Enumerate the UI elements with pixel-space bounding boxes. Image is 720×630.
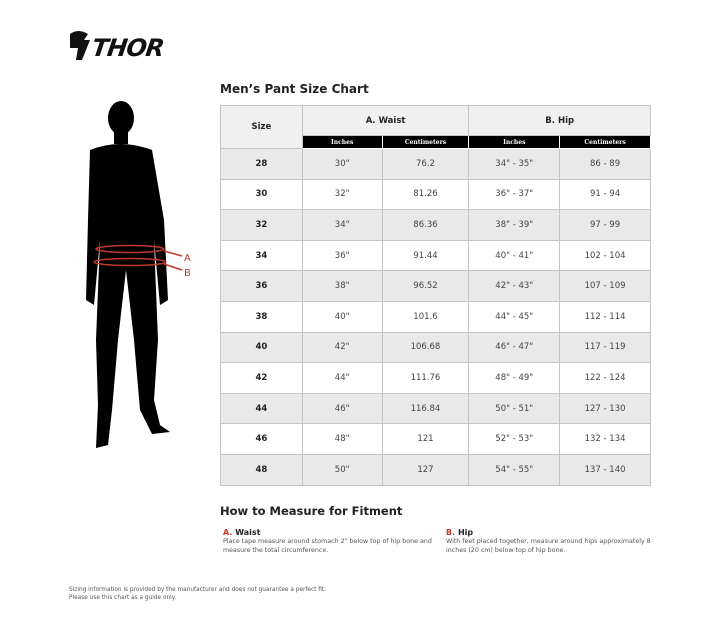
hip-inches-cell: 54" - 55" <box>468 453 561 486</box>
hip-inches-cell: 40" - 41" <box>468 239 561 272</box>
hip-letter: B. <box>446 528 456 537</box>
waist-header: A. Waist <box>301 105 470 136</box>
hip-cm-cell: 132 - 134 <box>559 423 651 455</box>
waist-inches-cell: 48" <box>301 423 383 455</box>
hip-text: With feet placed together, measure aroun… <box>446 538 651 554</box>
size-table: Size A. Waist B. Hip Inches Centimeters … <box>220 105 651 486</box>
hip-cm-cell: 112 - 114 <box>559 300 651 333</box>
waist-cm-cell: 127 <box>381 453 470 486</box>
size-cell: 38 <box>220 300 303 333</box>
hip-name: Hip <box>457 528 474 537</box>
waist-name: Waist <box>235 528 261 537</box>
waist-cm-cell: 96.52 <box>381 270 470 302</box>
hip-cm-cell: 122 - 124 <box>559 362 651 394</box>
waist-inches-cell: 34" <box>301 209 383 241</box>
size-cell: 32 <box>220 209 303 241</box>
waist-inches-cell: 32" <box>301 178 383 211</box>
waist-inches-cell: 42" <box>301 331 383 364</box>
brand-logo: THOR <box>90 34 166 62</box>
table-row: 38 40" 101.6 44" - 45" 112 - 114 <box>220 300 651 333</box>
subheader: Inches <box>468 135 561 149</box>
footnote-line: Sizing information is provided by the ma… <box>69 587 327 593</box>
waist-instructions: A. Waist Place tape measure around stoma… <box>223 528 433 555</box>
body-silhouette-figure: A B <box>86 101 191 448</box>
hip-cm-cell: 91 - 94 <box>559 178 651 211</box>
table-row: 40 42" 106.68 46" - 47" 117 - 119 <box>220 331 651 364</box>
table-row: 28 30" 76.2 34" - 35" 86 - 89 <box>220 148 651 180</box>
waist-inches-cell: 38" <box>301 270 383 302</box>
size-cell: 34 <box>220 239 303 272</box>
table-row: 34 36" 91.44 40" - 41" 102 - 104 <box>220 239 651 272</box>
hip-inches-cell: 50" - 51" <box>468 392 561 425</box>
hip-instructions: B. Hip With feet placed together, measur… <box>446 528 656 555</box>
waist-inches-cell: 30" <box>301 148 383 180</box>
hip-inches-cell: 36" - 37" <box>468 178 561 211</box>
hip-cm-cell: 127 - 130 <box>559 392 651 425</box>
label-a: A <box>184 253 191 264</box>
hip-header: B. Hip <box>468 105 651 136</box>
waist-cm-cell: 111.76 <box>381 362 470 394</box>
hip-inches-cell: 46" - 47" <box>468 331 561 364</box>
size-cell: 36 <box>220 270 303 302</box>
waist-cm-cell: 76.2 <box>381 148 470 180</box>
waist-cm-cell: 101.6 <box>381 300 470 333</box>
footnote-line: Please use this chart as a guide only. <box>69 595 177 601</box>
measure-title: How to Measure for Fitment <box>220 504 403 518</box>
hip-inches-cell: 48" - 49" <box>468 362 561 394</box>
waist-cm-cell: 86.36 <box>381 209 470 241</box>
size-cell: 40 <box>220 331 303 364</box>
subheader: Inches <box>301 135 383 149</box>
table-row: 44 46" 116.84 50" - 51" 127 - 130 <box>220 392 651 425</box>
thor-helmet-logo-icon <box>70 31 90 60</box>
subheader: Centimeters <box>381 135 470 149</box>
hip-inches-cell: 34" - 35" <box>468 148 561 180</box>
waist-inches-cell: 40" <box>301 300 383 333</box>
table-row: 42 44" 111.76 48" - 49" 122 - 124 <box>220 362 651 394</box>
hip-inches-cell: 44" - 45" <box>468 300 561 333</box>
hip-cm-cell: 102 - 104 <box>559 239 651 272</box>
table-row: 32 34" 86.36 38" - 39" 97 - 99 <box>220 209 651 241</box>
waist-cm-cell: 91.44 <box>381 239 470 272</box>
size-cell: 42 <box>220 362 303 394</box>
hip-inches-cell: 52" - 53" <box>468 423 561 455</box>
hip-cm-cell: 107 - 109 <box>559 270 651 302</box>
table-row: 46 48" 121 52" - 53" 132 - 134 <box>220 423 651 455</box>
table-row: 36 38" 96.52 42" - 43" 107 - 109 <box>220 270 651 302</box>
waist-cm-cell: 121 <box>381 423 470 455</box>
table-row: 48 50" 127 54" - 55" 137 - 140 <box>220 453 651 486</box>
hip-cm-cell: 86 - 89 <box>559 148 651 180</box>
hip-cm-cell: 137 - 140 <box>559 453 651 486</box>
waist-letter: A. <box>223 528 233 537</box>
waist-text: Place tape measure around stomach 2" bel… <box>223 538 432 554</box>
size-cell: 44 <box>220 392 303 425</box>
waist-inches-cell: 44" <box>301 362 383 394</box>
waist-cm-cell: 116.84 <box>381 392 470 425</box>
size-cell: 48 <box>220 453 303 486</box>
waist-cm-cell: 81.26 <box>381 178 470 211</box>
hip-inches-cell: 38" - 39" <box>468 209 561 241</box>
size-header: Size <box>220 105 303 149</box>
table-row: 30 32" 81.26 36" - 37" 91 - 94 <box>220 178 651 211</box>
hip-inches-cell: 42" - 43" <box>468 270 561 302</box>
subheader: Centimeters <box>559 135 651 149</box>
size-cell: 28 <box>220 148 303 180</box>
page-title: Men’s Pant Size Chart <box>220 82 369 96</box>
label-b: B <box>184 268 191 279</box>
footnote: Sizing information is provided by the ma… <box>69 586 326 602</box>
waist-inches-cell: 36" <box>301 239 383 272</box>
hip-cm-cell: 97 - 99 <box>559 209 651 241</box>
waist-inches-cell: 46" <box>301 392 383 425</box>
size-cell: 46 <box>220 423 303 455</box>
waist-cm-cell: 106.68 <box>381 331 470 364</box>
waist-inches-cell: 50" <box>301 453 383 486</box>
size-cell: 30 <box>220 178 303 211</box>
hip-cm-cell: 117 - 119 <box>559 331 651 364</box>
